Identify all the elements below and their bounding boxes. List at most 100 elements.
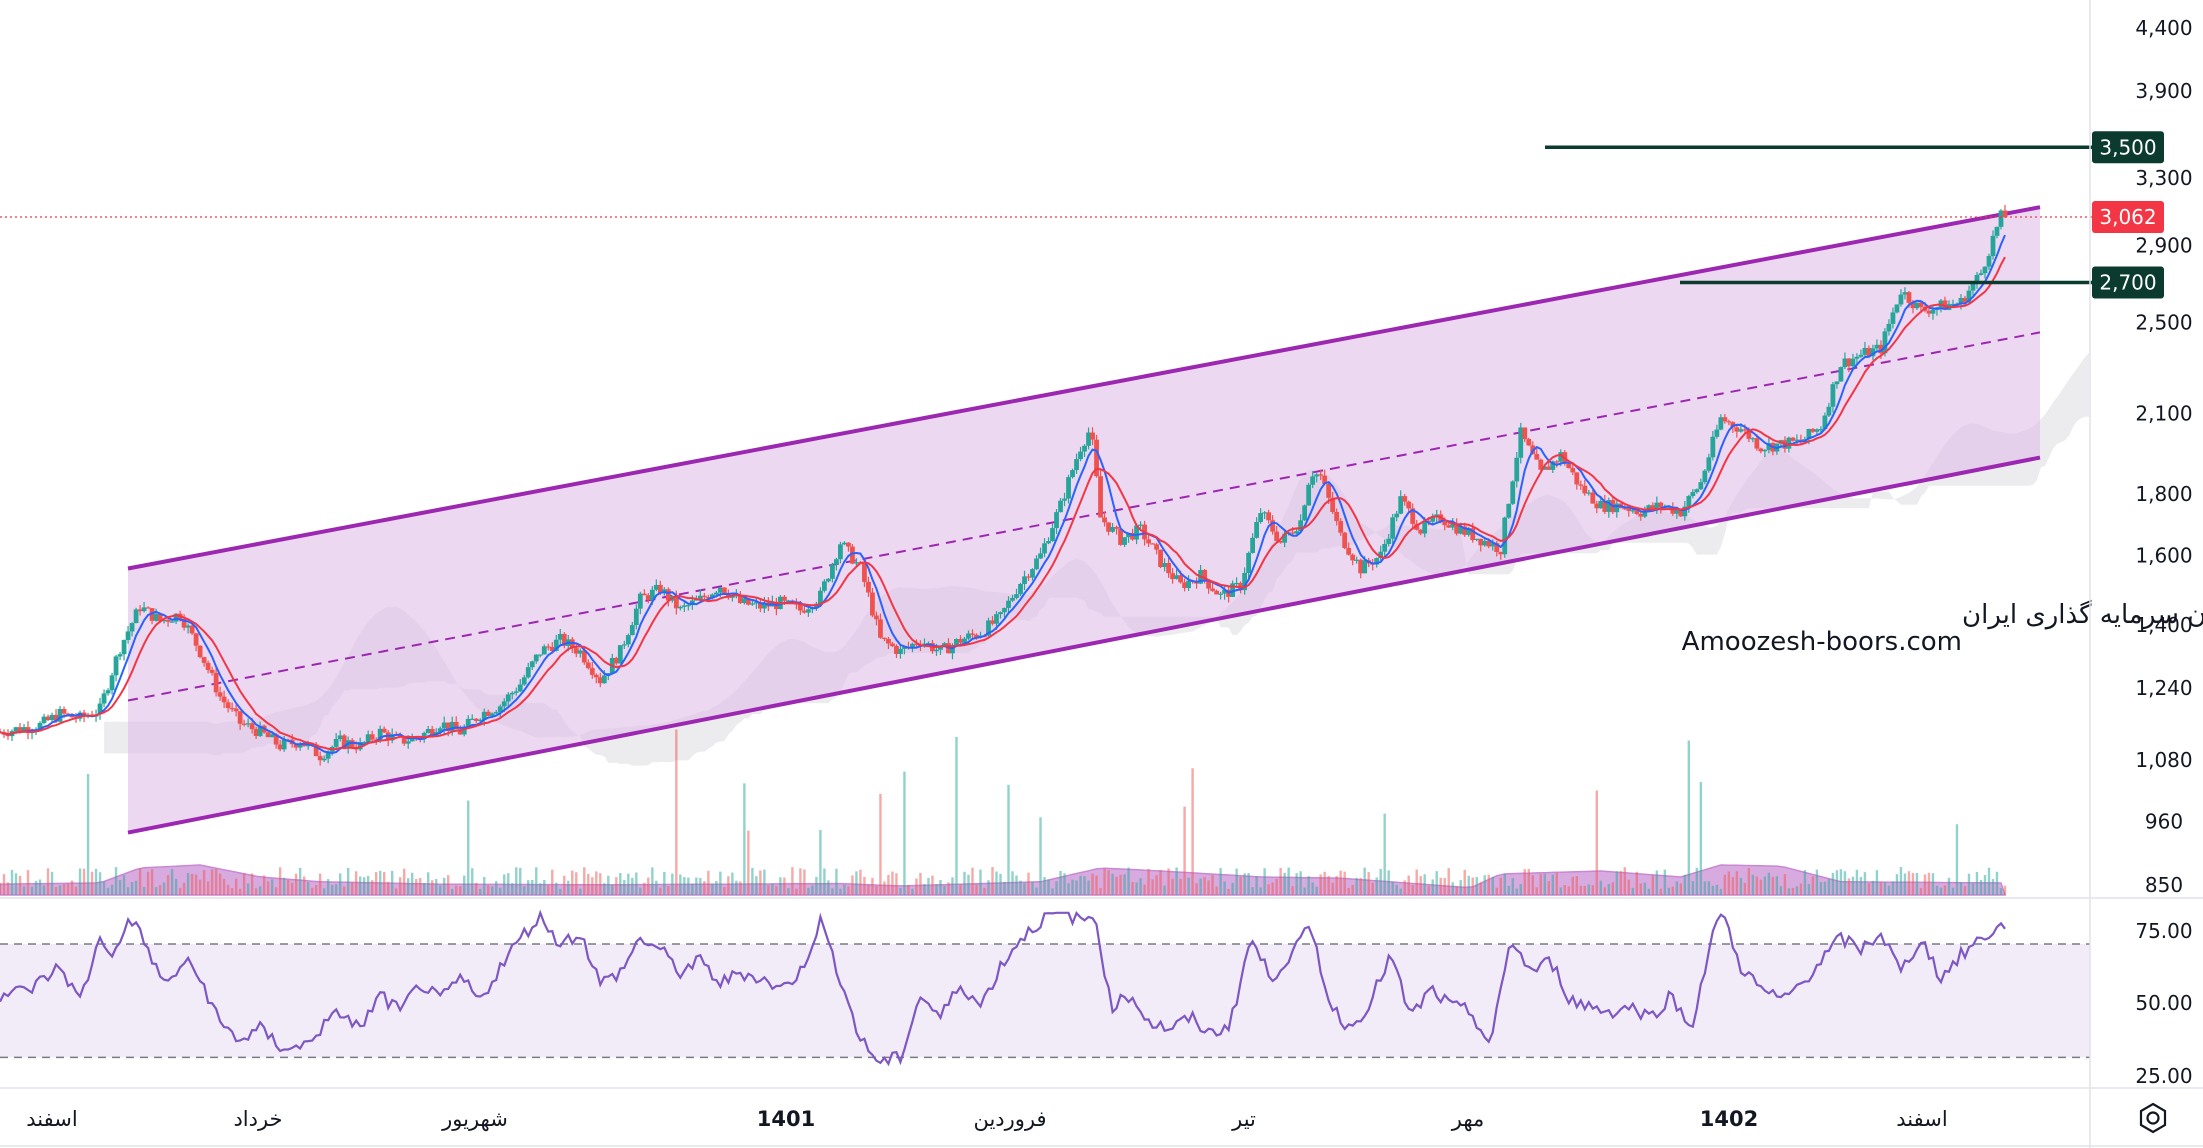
candle-body <box>257 725 263 737</box>
candle-body <box>1558 452 1564 462</box>
volume-bar <box>915 878 918 895</box>
candle-body <box>1622 508 1628 510</box>
volume-bar <box>427 872 430 895</box>
volume-bar <box>178 887 182 895</box>
volume-bar <box>366 875 370 895</box>
candle-body <box>1334 511 1340 522</box>
candle-body <box>1146 539 1151 544</box>
candle-body <box>1206 579 1212 589</box>
volume-bar <box>611 884 614 895</box>
volume-bar <box>22 886 26 895</box>
candle-body <box>1134 525 1139 540</box>
candle-body <box>709 594 715 599</box>
volume-bar <box>1547 881 1550 895</box>
volume-bar <box>467 800 470 895</box>
volume-bar <box>1939 887 1943 895</box>
volume-bar <box>1827 879 1831 895</box>
candle-body <box>1102 517 1107 523</box>
candle-body <box>1074 459 1079 471</box>
candle-body <box>1854 356 1860 359</box>
candle-body <box>1234 582 1240 585</box>
volume-bar <box>1767 872 1771 895</box>
candle-body <box>1590 492 1596 504</box>
volume-bar <box>519 867 522 895</box>
volume-bar <box>967 874 970 895</box>
volume-bar <box>54 886 58 895</box>
volume-bar <box>663 871 666 895</box>
volume-bar <box>855 871 858 895</box>
candle-body <box>633 608 639 626</box>
volume-bar <box>1607 883 1611 895</box>
candle-body <box>1114 526 1119 529</box>
volume-bar <box>1759 879 1763 895</box>
volume-bar <box>743 783 746 895</box>
candle-body <box>1418 529 1424 534</box>
volume-bar <box>1055 881 1058 895</box>
candle-body <box>1822 415 1828 430</box>
volume-bar <box>1619 871 1623 895</box>
candle-body <box>645 595 651 601</box>
volume-bar <box>306 882 310 895</box>
level-tag-2,700-text: 2,700 <box>2099 271 2156 295</box>
volume-bar <box>1143 884 1146 895</box>
volume-bar <box>1835 870 1839 895</box>
candle-body <box>1830 384 1836 407</box>
candle-body <box>934 649 939 652</box>
candle-body <box>1586 492 1592 494</box>
time-tick-label: فروردین <box>973 1107 1046 1131</box>
candle-body <box>1150 543 1155 545</box>
volume-bar <box>186 873 190 895</box>
candle-body <box>449 721 455 731</box>
volume-bar <box>543 879 546 895</box>
candle-body <box>974 634 979 638</box>
candle-body <box>834 559 839 565</box>
candle-body <box>457 729 463 735</box>
volume-bar <box>1915 873 1919 895</box>
volume-bar <box>983 887 986 895</box>
candle-body <box>165 619 171 622</box>
volume-bar <box>463 875 466 895</box>
candle-body <box>473 718 479 721</box>
candle-body <box>757 602 763 609</box>
candle-body <box>21 727 27 733</box>
candle-body <box>1098 476 1103 518</box>
volume-bar <box>354 871 358 895</box>
candle-body <box>1766 443 1772 450</box>
volume-bar <box>1275 878 1278 895</box>
volume-bar <box>1519 884 1522 895</box>
volume-bar <box>134 880 138 895</box>
volume-bar <box>1931 873 1935 895</box>
volume-bar <box>1087 880 1090 895</box>
candle-body <box>1746 429 1752 439</box>
candle-body <box>557 633 563 640</box>
candle-body <box>589 668 595 675</box>
moving-averages <box>0 234 2006 755</box>
candle-body <box>1346 547 1352 555</box>
volume-bar <box>346 867 350 895</box>
candle-body <box>485 711 491 716</box>
candle-body <box>1642 510 1648 517</box>
volume-bar <box>1079 875 1082 895</box>
volume-bar <box>370 880 374 895</box>
price-tick-label: 1,800 <box>2135 482 2192 506</box>
candle-body <box>1718 417 1724 430</box>
volume-bar <box>162 882 166 895</box>
volume-bar <box>683 877 686 895</box>
volume-bar <box>847 886 850 895</box>
volume-bar <box>1535 887 1538 895</box>
volume-bar <box>142 886 146 895</box>
settings-button[interactable] <box>2133 1098 2173 1138</box>
candle-body <box>1294 531 1300 534</box>
candle-body <box>541 646 547 655</box>
candle-body <box>1266 512 1272 521</box>
volume-bar <box>38 879 42 895</box>
volume-bar <box>1639 883 1643 895</box>
volume-bar <box>1059 870 1062 895</box>
volume-bar <box>30 886 34 895</box>
price-axis[interactable]: 4,400 3,900 3,300 2,900 2,500 2,100 1,800 1,600… <box>2135 16 2192 897</box>
time-axis[interactable]: اسفند خرداد شهریور 1401 فروردین تیر مهر 1402 اسف… <box>26 1107 1947 1131</box>
candle-body <box>481 711 487 720</box>
volume-bar <box>1615 871 1619 895</box>
candle-body <box>1254 521 1260 538</box>
